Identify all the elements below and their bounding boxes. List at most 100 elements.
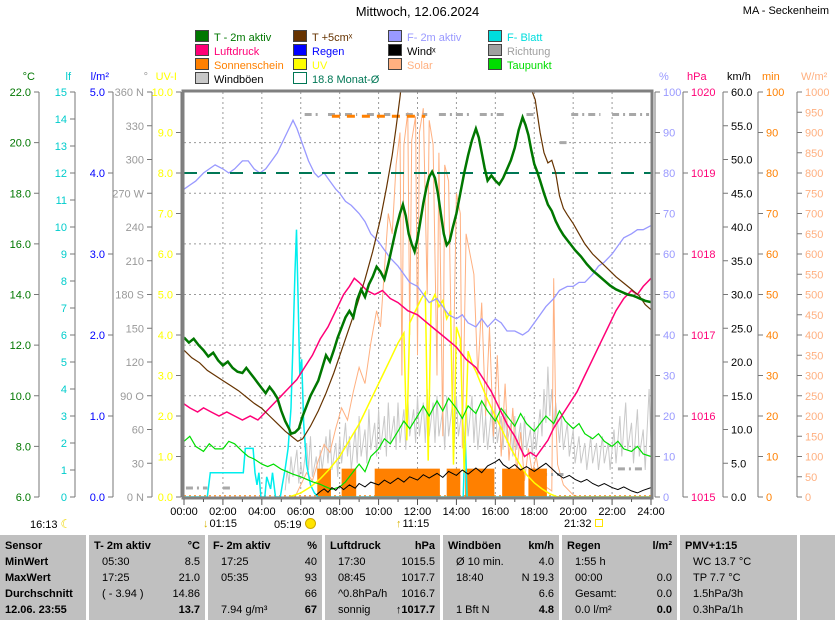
table-cell: 17:30 <box>338 556 366 568</box>
tick-label: 90 O <box>120 391 144 403</box>
table-cell: WC 13.7 °C <box>693 556 752 568</box>
tick-label: 45.0 <box>731 188 752 200</box>
tick-label: 4.0 <box>158 330 173 342</box>
tick-label: 0 N <box>127 492 144 504</box>
table-value: 14.86 <box>172 588 200 600</box>
table-row-label: Durchschnitt <box>5 588 73 600</box>
tick-label: 1015 <box>691 492 715 504</box>
tick-label: 100 <box>805 452 823 464</box>
tick-label: 6.0 <box>158 249 173 261</box>
legend-label: Richtung <box>507 46 551 58</box>
tick-label: 0 <box>61 492 67 504</box>
tick-label: 30.0 <box>731 290 752 302</box>
tick-label: 90 <box>766 128 778 140</box>
tick-label: 300 <box>805 371 823 383</box>
table-value: 13.7 <box>178 604 200 616</box>
tick-label: 100 <box>663 87 681 99</box>
table-header: Regen <box>567 540 601 552</box>
tick-label: 1.0 <box>90 411 105 423</box>
tick-label: 250 <box>805 391 823 403</box>
table-cell: 18:40 <box>456 572 484 584</box>
tick-label: 60 <box>663 249 675 261</box>
series-t-2m <box>183 113 652 436</box>
series-uv <box>288 290 651 498</box>
tick-label: 10.0 <box>10 391 31 403</box>
table-row-label: MaxWert <box>5 572 51 584</box>
tick-label: 400 <box>805 330 823 342</box>
table-header: Luftdruck <box>330 540 381 552</box>
tick-label: 80 <box>766 168 778 180</box>
axis-deg: °360 N 330 300 270 W 240 210 180 S 150 120 90 O 60… <box>112 71 153 504</box>
tick-label: 5.0 <box>90 87 105 99</box>
tick-label: 500 <box>805 290 823 302</box>
legend-item-f-2m-aktiv: F- 2m aktiv <box>388 30 461 44</box>
legend-label: Regen <box>312 46 345 58</box>
tick-label: 30 <box>766 371 778 383</box>
table-cell: 17:25 <box>102 572 130 584</box>
legend-label: Windböen <box>214 74 264 86</box>
tick-label: 8.0 <box>16 441 31 453</box>
legend-swatch <box>195 44 209 56</box>
axis-unit-c: °C <box>23 71 35 83</box>
tick-label: 10 <box>55 222 67 234</box>
plot-border <box>181 89 654 500</box>
x-axis-labels: 00:00 02:00 04:00 06:00 08:00 10:00 12:00 14:00… <box>170 499 665 518</box>
tick-label: 1000 <box>805 87 829 99</box>
tick-label: 150 <box>805 431 823 443</box>
table-col-luftdruck: Luftdruck hPa 17:30 1015.5 08:45 1017.7 ^0.8hP… <box>325 535 440 620</box>
axis-unit-min: min <box>762 71 780 83</box>
table-cell: 1 Bft N <box>456 604 490 616</box>
table-col-regen: Regen l/m² 1:55 h 00:00 0.0 Gesamt: 0.0 0.0 l/m… <box>562 535 677 620</box>
tick-label: 20 <box>663 411 675 423</box>
axis-c: °C 22.0 20.0 18.0 16.0 14.0 12.0 10.0 8.0 6.0 <box>10 71 40 504</box>
table-value: 1015.5 <box>401 556 435 568</box>
tick-label: 22.0 <box>10 87 31 99</box>
legend-label: T +5cmˣ <box>312 32 353 44</box>
legend-swatch <box>388 44 402 56</box>
moon-icon: ☾ <box>60 517 72 531</box>
tick-label: 180 S <box>115 290 144 302</box>
series-solar <box>294 108 651 498</box>
x-tick-label: 18:00 <box>520 506 548 518</box>
tick-label: 9.0 <box>158 128 173 140</box>
axis-unit-kmh: km/h <box>727 71 751 83</box>
legend-swatch <box>293 44 307 56</box>
x-tick-label: 24:00 <box>637 506 665 518</box>
series-f-blatt <box>184 229 651 498</box>
table-value: 67 <box>304 604 317 616</box>
tick-label: 750 <box>805 188 823 200</box>
x-tick-label: 00:00 <box>170 506 198 518</box>
table-value: 1016.7 <box>401 588 435 600</box>
table-value: 66 <box>304 588 317 600</box>
legend-item-regen: Regen <box>293 44 345 58</box>
series-f-2m <box>183 118 652 336</box>
legend-item-t-2m-aktiv: T - 2m aktiv <box>195 30 271 44</box>
tick-label: 850 <box>805 148 823 160</box>
tick-label: 4.0 <box>90 168 105 180</box>
station-label: MA - Seckenheim <box>742 5 829 17</box>
table-value: N 19.3 <box>521 572 554 584</box>
table-cell: 05:30 <box>102 556 130 568</box>
axis-unit-pct: % <box>659 71 669 83</box>
x-tick-label: 22:00 <box>598 506 626 518</box>
legend-swatch <box>195 58 209 70</box>
x-tick-label: 02:00 <box>209 506 237 518</box>
legend-item-sonnenschein: Sonnenschein <box>195 58 284 72</box>
legend-label: Luftdruck <box>214 46 260 58</box>
legend-label: F- Blatt <box>507 32 543 44</box>
tick-label: 9 <box>61 249 67 261</box>
sunset-icon <box>594 519 603 527</box>
tick-label: 70 <box>766 209 778 221</box>
tick-label: 8 <box>61 276 67 288</box>
tick-label: 100 <box>766 87 784 99</box>
axis-uv: UV-I 10.0 9.0 8.0 7.0 6.0 5.0 4.0 3.0 2.0 1.0 0.0 <box>152 71 182 504</box>
tick-label: 700 <box>805 209 823 221</box>
tick-label: 50 <box>805 472 817 484</box>
sunset-time: 21:32 <box>564 518 603 531</box>
legend-swatch <box>488 44 502 56</box>
tick-label: 120 <box>126 357 144 369</box>
x-tick-label: 10:00 <box>365 506 393 518</box>
tick-label: 35.0 <box>731 256 752 268</box>
tick-label: 13 <box>55 141 67 153</box>
tick-label: 20.0 <box>731 357 752 369</box>
